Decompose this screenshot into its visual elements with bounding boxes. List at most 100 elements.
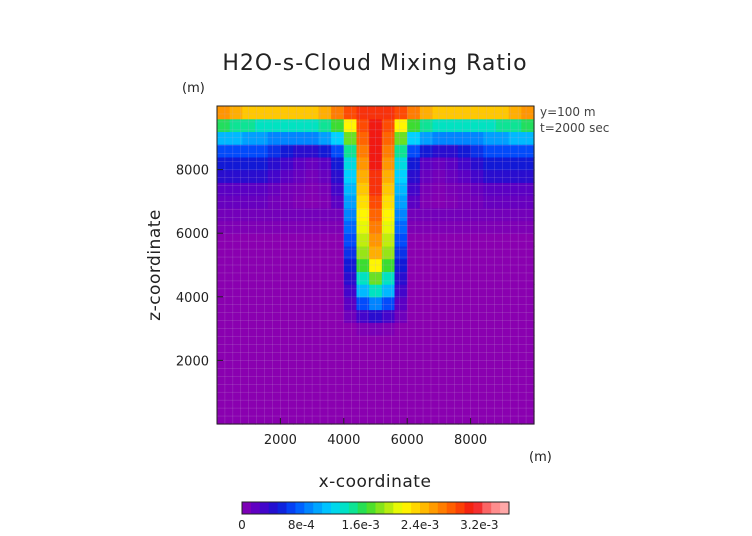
heatmap-cell bbox=[242, 258, 256, 272]
heatmap-cell bbox=[483, 360, 497, 374]
heatmap-cell bbox=[242, 398, 256, 412]
heatmap-cell bbox=[255, 411, 269, 425]
heatmap-cell bbox=[483, 258, 497, 272]
heatmap-cell bbox=[495, 411, 510, 425]
heatmap-cell bbox=[521, 411, 535, 425]
heatmap-cell bbox=[356, 322, 370, 336]
heatmap-cell bbox=[445, 411, 459, 425]
heatmap-cell bbox=[381, 245, 396, 260]
heatmap-cell bbox=[331, 156, 345, 171]
heatmap-cell bbox=[356, 271, 370, 285]
heatmap-cell bbox=[457, 411, 472, 425]
heatmap-cell bbox=[470, 245, 484, 260]
heatmap-cell bbox=[470, 322, 484, 336]
heatmap-cell bbox=[280, 233, 294, 247]
heatmap-cell bbox=[356, 195, 370, 209]
heatmap-cell bbox=[495, 334, 510, 349]
heatmap-cell bbox=[318, 271, 332, 285]
heatmap-cell bbox=[305, 322, 320, 336]
heatmap-cell bbox=[407, 398, 421, 412]
heatmap-cell bbox=[407, 258, 421, 272]
heatmap-cell bbox=[229, 309, 243, 323]
heatmap-cell bbox=[267, 309, 281, 323]
heatmap-cell bbox=[343, 411, 358, 425]
heatmap-cell bbox=[229, 373, 243, 387]
heatmap-cell bbox=[331, 207, 345, 222]
plot-grid bbox=[217, 106, 534, 424]
heatmap-cell bbox=[331, 169, 345, 183]
heatmap-cell bbox=[267, 284, 281, 298]
heatmap-cell bbox=[470, 144, 484, 158]
heatmap-cell bbox=[293, 195, 307, 209]
heatmap-cell bbox=[432, 347, 446, 361]
heatmap-cell bbox=[229, 334, 243, 349]
heatmap-cell bbox=[432, 360, 446, 374]
heatmap-cell bbox=[457, 373, 472, 387]
plot-frame bbox=[216, 105, 535, 425]
heatmap-cell bbox=[394, 207, 408, 222]
colorbar-tick-label: 0 bbox=[238, 518, 246, 532]
heatmap-cell bbox=[356, 360, 370, 374]
heatmap-cell bbox=[293, 385, 307, 400]
colorbar-swatch bbox=[464, 502, 474, 514]
heatmap-cell bbox=[483, 347, 497, 361]
heatmap-cell bbox=[394, 271, 408, 285]
heatmap-cell bbox=[280, 411, 294, 425]
heatmap-cell bbox=[242, 106, 256, 120]
colorbar-swatch bbox=[446, 502, 457, 514]
heatmap-cell bbox=[343, 322, 358, 336]
heatmap-cell bbox=[432, 144, 446, 158]
heatmap-cell bbox=[432, 398, 446, 412]
heatmap-cell bbox=[445, 106, 459, 120]
heatmap-cell bbox=[305, 220, 320, 234]
heatmap-cell bbox=[280, 398, 294, 412]
heatmap-cell bbox=[293, 156, 307, 171]
heatmap-cell bbox=[331, 334, 345, 349]
colorbar-swatch bbox=[491, 502, 501, 514]
heatmap-cell bbox=[369, 169, 383, 183]
heatmap-cell bbox=[369, 309, 383, 323]
heatmap-cell bbox=[267, 156, 281, 171]
colorbar-tick-label: 3.2e-3 bbox=[460, 518, 498, 532]
heatmap-cell bbox=[419, 271, 434, 285]
heatmap-cell bbox=[331, 195, 345, 209]
heatmap-cell bbox=[255, 360, 269, 374]
heatmap-cell bbox=[305, 347, 320, 361]
heatmap-cell bbox=[267, 245, 281, 260]
heatmap-cell bbox=[293, 220, 307, 234]
heatmap-cell bbox=[419, 245, 434, 260]
heatmap-cell bbox=[432, 309, 446, 323]
info-line-1: y=100 m bbox=[540, 105, 596, 119]
colorbar-swatch bbox=[402, 502, 412, 514]
heatmap-cell bbox=[318, 131, 332, 145]
heatmap-cell bbox=[280, 322, 294, 336]
heatmap-cell bbox=[407, 156, 421, 171]
y-tick-label: 6000 bbox=[176, 227, 209, 242]
heatmap-cell bbox=[356, 169, 370, 183]
heatmap-cell bbox=[255, 182, 269, 196]
heatmap-cell bbox=[407, 144, 421, 158]
heatmap-cell bbox=[318, 245, 332, 260]
heatmap-cell bbox=[242, 207, 256, 222]
heatmap-cell bbox=[305, 118, 320, 133]
heatmap-cell bbox=[242, 195, 256, 209]
heatmap-cell bbox=[457, 258, 472, 272]
heatmap-cell bbox=[305, 284, 320, 298]
heatmap-cell bbox=[343, 245, 358, 260]
heatmap-cell bbox=[343, 220, 358, 234]
heatmap-cell bbox=[255, 131, 269, 145]
heatmap-cell bbox=[394, 373, 408, 387]
heatmap-cell bbox=[407, 411, 421, 425]
heatmap-cell bbox=[217, 118, 231, 133]
heatmap-cell bbox=[242, 334, 256, 349]
heatmap-cell bbox=[508, 309, 522, 323]
y-tick-label: 2000 bbox=[176, 354, 209, 369]
heatmap-cell bbox=[343, 284, 358, 298]
heatmap-cell bbox=[381, 284, 396, 298]
heatmap-cell bbox=[331, 245, 345, 260]
heatmap-cell bbox=[495, 233, 510, 247]
heatmap-cell bbox=[432, 118, 446, 133]
heatmap-cell bbox=[343, 258, 358, 272]
heatmap-cell bbox=[445, 156, 459, 171]
heatmap-cell bbox=[394, 195, 408, 209]
